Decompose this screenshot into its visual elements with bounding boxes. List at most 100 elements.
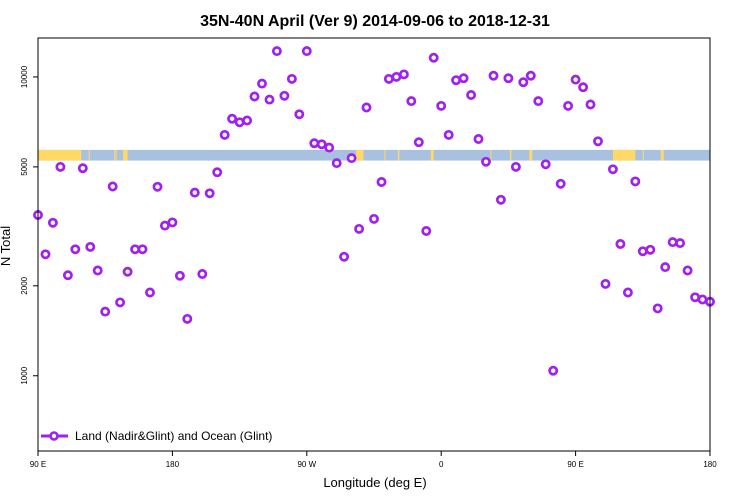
data-point <box>585 99 596 110</box>
data-point <box>428 52 439 63</box>
data-point <box>249 91 260 102</box>
data-point <box>167 217 178 228</box>
data-point <box>301 46 312 57</box>
data-point <box>533 96 544 107</box>
land-segment <box>88 149 90 161</box>
surface-band <box>38 149 710 161</box>
data-point <box>383 73 394 84</box>
data-point <box>361 102 372 113</box>
data-point <box>555 178 566 189</box>
data-point <box>615 239 626 249</box>
land-segment <box>509 149 512 161</box>
axes: 90 E 180 90 W 0 90 E 180 1000 2000 5000 10000 <box>20 65 717 469</box>
data-point <box>286 73 297 84</box>
land-segment <box>529 149 533 161</box>
land-segment <box>123 149 128 161</box>
data-point <box>85 241 96 252</box>
land-segment <box>114 149 116 161</box>
data-point <box>197 269 208 279</box>
data-point <box>100 306 111 317</box>
data-point <box>346 153 357 164</box>
data-point <box>152 181 163 192</box>
x-tick-label: 180 <box>166 460 180 469</box>
data-point <box>369 213 379 224</box>
y-tick-label: 10000 <box>20 65 29 88</box>
data-point <box>548 365 559 376</box>
data-points <box>33 46 715 376</box>
data-point <box>122 266 133 277</box>
data-point <box>518 77 529 88</box>
data-point <box>137 244 148 255</box>
data-point <box>488 70 499 81</box>
data-point <box>107 181 118 192</box>
data-point <box>264 94 275 105</box>
data-point <box>607 164 618 175</box>
legend-marker-swatch <box>49 431 59 441</box>
data-point <box>159 220 170 231</box>
y-tick-label: 5000 <box>20 157 29 175</box>
x-axis-title: Longitude (deg E) <box>323 475 426 490</box>
data-point <box>563 100 574 111</box>
ocean-band <box>38 149 710 161</box>
data-point <box>279 90 290 101</box>
data-point <box>212 167 223 178</box>
data-point <box>204 188 215 199</box>
chart-title: 35N-40N April (Ver 9) 2014-09-06 to 2018… <box>200 13 550 30</box>
data-point <box>309 138 320 149</box>
data-point <box>182 313 193 324</box>
data-point <box>421 226 432 236</box>
data-point <box>593 136 603 147</box>
data-point <box>436 100 447 111</box>
land-segment <box>660 149 664 161</box>
data-point <box>622 287 633 298</box>
data-point <box>174 270 185 281</box>
x-tick-label: 180 <box>703 460 717 469</box>
data-point <box>525 70 536 81</box>
data-point <box>316 139 327 150</box>
data-point <box>645 244 656 255</box>
plot-frame <box>37 37 711 452</box>
data-point <box>324 142 335 153</box>
data-point <box>667 237 678 248</box>
x-tick-label: 90 E <box>30 460 46 469</box>
data-point <box>77 163 88 174</box>
data-point <box>376 177 387 187</box>
data-point <box>391 71 402 82</box>
land-segment <box>642 149 644 161</box>
data-point <box>578 82 589 93</box>
data-point <box>637 246 648 257</box>
data-point <box>660 262 671 273</box>
land-segment <box>430 149 434 161</box>
y-tick-label: 2000 <box>20 276 29 294</box>
data-point <box>466 90 477 100</box>
y-axis-title: N Total <box>0 226 13 266</box>
data-point <box>115 297 126 308</box>
legend-label: Land (Nadir&Glint) and Ocean (Glint) <box>75 429 272 443</box>
data-point <box>675 238 686 249</box>
data-point <box>413 137 424 148</box>
data-point <box>540 159 551 170</box>
x-tick-label: 90 W <box>297 460 316 469</box>
land-segment <box>38 149 82 161</box>
data-point <box>697 294 708 305</box>
land-segment <box>384 149 386 161</box>
land-segment <box>490 149 492 161</box>
data-point <box>398 69 409 80</box>
data-point <box>354 223 365 234</box>
data-point <box>242 115 253 126</box>
data-point <box>570 74 581 85</box>
data-point <box>92 265 103 276</box>
data-point <box>443 129 454 140</box>
data-point <box>70 244 81 255</box>
data-point <box>47 217 58 228</box>
data-point <box>219 129 230 140</box>
data-point <box>503 73 514 84</box>
data-point <box>630 176 641 187</box>
data-point <box>62 270 73 281</box>
legend: Land (Nadir&Glint) and Ocean (Glint) <box>41 429 272 443</box>
land-segment <box>612 149 636 161</box>
x-tick-label: 0 <box>439 460 444 469</box>
data-point <box>189 187 200 198</box>
y-tick-label: 1000 <box>20 366 29 384</box>
